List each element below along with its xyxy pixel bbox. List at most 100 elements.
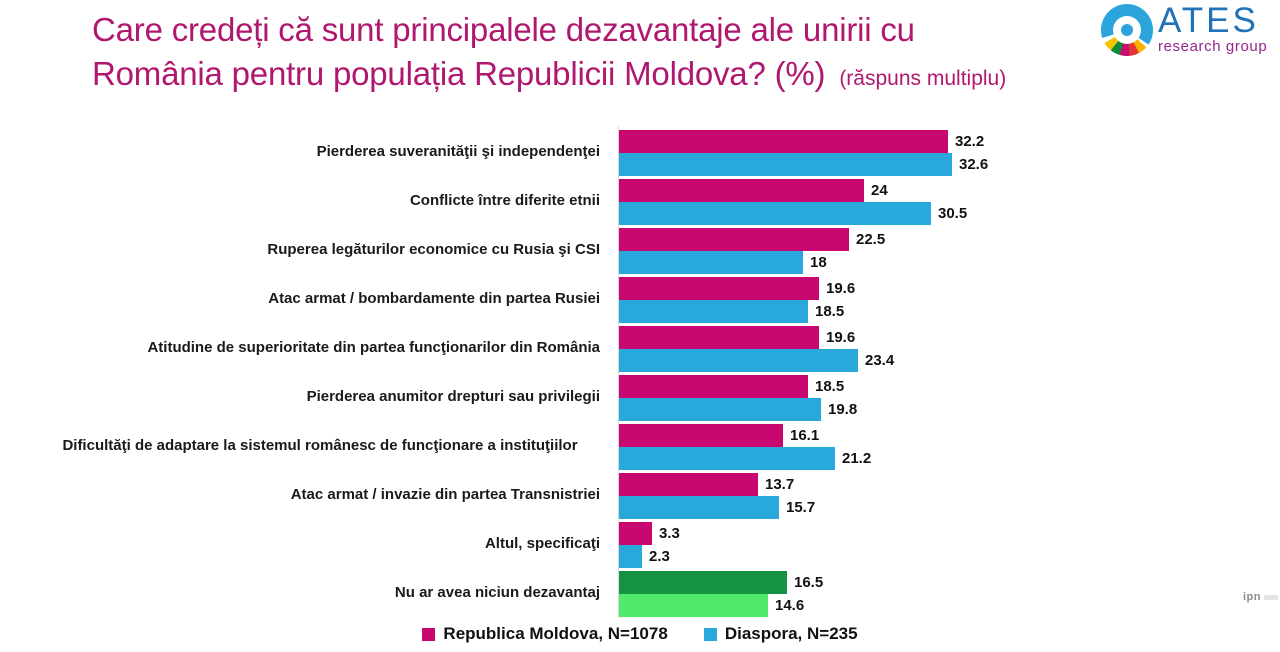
value-label: 15.7 — [786, 498, 816, 516]
category-label: Dificultăţi de adaptare la sistemul româ… — [62, 437, 578, 455]
bar-republica-moldova — [618, 227, 849, 251]
title-line2: România pentru populația Republicii Mold… — [92, 54, 826, 92]
bar-line: 18.5 — [618, 299, 855, 323]
legend-item-republica-moldova: Republica Moldova, N=1078 — [422, 624, 668, 644]
bar-line: 32.6 — [618, 152, 989, 176]
page-title: Care credeți că sunt principalele dezava… — [92, 8, 1192, 95]
logo-name: ATES — [1158, 1, 1259, 40]
bar-republica-moldova — [618, 423, 783, 447]
value-label: 32.2 — [955, 132, 985, 150]
value-label: 18.5 — [815, 302, 845, 320]
chart-row: Ruperea legăturilor economice cu Rusia ş… — [40, 227, 988, 274]
chart-row: Pierderea suveranităţii şi independenţei… — [40, 129, 988, 176]
bar-republica-moldova — [618, 472, 758, 496]
logo-text: ATES research group — [1158, 1, 1268, 55]
value-label: 16.5 — [794, 573, 824, 591]
bar-republica-moldova — [618, 178, 864, 202]
category-label: Pierderea anumitor drepturi sau privileg… — [306, 388, 600, 406]
bar-line: 3.3 — [618, 521, 680, 545]
bar-diaspora — [618, 348, 858, 372]
chart-row: Pierderea anumitor drepturi sau privileg… — [40, 374, 988, 421]
value-label: 18 — [810, 253, 827, 271]
logo-subtitle: research group — [1158, 38, 1268, 55]
category-label: Altul, specificaţi — [484, 535, 600, 553]
bar-line: 18.5 — [618, 374, 857, 398]
value-label: 19.8 — [828, 400, 858, 418]
bar-line: 13.7 — [618, 472, 815, 496]
bar-line: 19.6 — [618, 276, 856, 300]
legend-swatch — [422, 627, 436, 641]
bar-group: 16.1 21.2 — [618, 423, 872, 470]
bar-line: 32.2 — [618, 129, 988, 153]
category-label: Nu ar avea niciun dezavantaj — [394, 584, 600, 602]
bar-group: 3.3 2.3 — [618, 521, 680, 568]
bar-republica-moldova — [618, 374, 808, 398]
value-label: 30.5 — [938, 204, 968, 222]
value-label: 32.6 — [959, 155, 989, 173]
bar-group: 19.6 23.4 — [618, 325, 895, 372]
bar-line: 2.3 — [618, 544, 680, 568]
bar-republica-moldova — [618, 276, 819, 300]
bar-republica-moldova — [618, 570, 787, 594]
bar-chart: Pierderea suveranităţii şi independenţei… — [40, 126, 988, 619]
ates-logo: ATES research group — [1101, 1, 1268, 56]
category-label: Atac armat / bombardamente din partea Ru… — [268, 290, 600, 308]
category-label: Conflicte între diferite etnii — [409, 192, 600, 210]
chart-row: Altul, specificaţi 3.3 2.3 — [40, 521, 988, 568]
title-line1: Care credeți că sunt principalele dezava… — [92, 11, 915, 48]
bar-line: 21.2 — [618, 446, 872, 470]
bar-line: 22.5 — [618, 227, 886, 251]
category-label: Pierderea suveranităţii şi independenţei — [316, 143, 600, 161]
bar-diaspora — [618, 250, 803, 274]
bar-republica-moldova — [618, 521, 652, 545]
value-label: 18.5 — [815, 377, 845, 395]
bar-group: 16.5 14.6 — [618, 570, 824, 617]
chart-row: Atitudine de superioritate din partea fu… — [40, 325, 988, 372]
bar-line: 30.5 — [618, 201, 968, 225]
legend-swatch — [703, 627, 717, 641]
bar-line: 14.6 — [618, 593, 823, 617]
value-label: 3.3 — [659, 524, 680, 542]
bar-group: 13.7 15.7 — [618, 472, 816, 519]
title-note: (răspuns multiplu) — [839, 66, 1007, 90]
bar-diaspora — [618, 299, 808, 323]
watermark: ipn — [1243, 591, 1278, 603]
chart-row: Atac armat / bombardamente din partea Ru… — [40, 276, 988, 323]
bar-group: 18.5 19.8 — [618, 374, 858, 421]
legend-item-diaspora: Diaspora, N=235 — [703, 624, 858, 644]
bar-line: 15.7 — [618, 495, 816, 519]
value-label: 14.6 — [775, 596, 805, 614]
legend-label: Diaspora, N=235 — [724, 624, 858, 643]
bar-line: 16.1 — [618, 423, 871, 447]
ates-logo-icon — [1101, 4, 1153, 56]
bar-group: 19.6 18.5 — [618, 276, 856, 323]
chart-row: Conflicte între diferite etnii 24 30.5 — [40, 178, 988, 225]
bar-diaspora — [618, 593, 768, 617]
bar-group: 32.2 32.6 — [618, 129, 989, 176]
value-label: 2.3 — [649, 547, 670, 565]
bar-line: 16.5 — [618, 570, 824, 594]
bar-line: 24 — [618, 178, 967, 202]
category-label: Atitudine de superioritate din partea fu… — [147, 339, 600, 357]
bar-line: 18 — [618, 250, 885, 274]
bar-republica-moldova — [618, 325, 819, 349]
bar-line: 23.4 — [618, 348, 895, 372]
bar-diaspora — [618, 446, 835, 470]
bar-group: 24 30.5 — [618, 178, 968, 225]
bar-republica-moldova — [618, 129, 948, 153]
value-label: 13.7 — [765, 475, 795, 493]
value-label: 21.2 — [842, 449, 872, 467]
legend: Republica Moldova, N=1078 Diaspora, N=235 — [0, 624, 1280, 644]
value-label: 16.1 — [790, 426, 820, 444]
chart-row: Atac armat / invazie din partea Transnis… — [40, 472, 988, 519]
category-label: Ruperea legăturilor economice cu Rusia ş… — [267, 241, 600, 259]
legend-label: Republica Moldova, N=1078 — [443, 624, 668, 643]
bar-diaspora — [618, 201, 931, 225]
value-label: 23.4 — [865, 351, 895, 369]
bar-diaspora — [618, 495, 779, 519]
chart-row: Dificultăţi de adaptare la sistemul româ… — [40, 423, 988, 470]
value-label: 19.6 — [826, 279, 856, 297]
value-label: 24 — [871, 181, 888, 199]
bar-line: 19.8 — [618, 397, 858, 421]
value-label: 22.5 — [856, 230, 886, 248]
